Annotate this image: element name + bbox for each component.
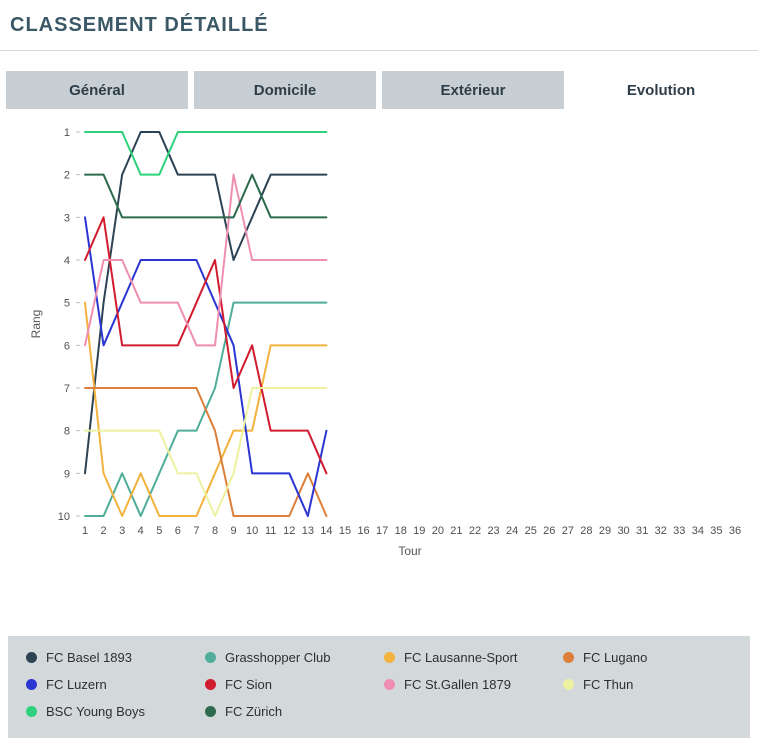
x-tick-label: 36 [729,525,741,537]
legend-color-dot [384,652,395,663]
tab-evolution[interactable]: Evolution [570,71,752,109]
legend-color-dot [26,679,37,690]
x-tick-label: 28 [580,525,592,537]
series-line-fc-lugano [84,387,328,517]
x-tick-label: 13 [302,525,314,537]
x-tick-label: 18 [395,525,407,537]
y-tick-label: 9 [64,468,70,480]
tab-exterieur[interactable]: Extérieur [382,71,564,109]
tab-domicile[interactable]: Domicile [194,71,376,109]
x-tick-label: 21 [450,525,462,537]
x-tick-label: 22 [469,525,481,537]
x-tick-label: 4 [138,525,144,537]
evolution-chart: 1 2 3 4 5 6 7 8 9 10 1 2 3 4 5 6 7 8 9 10 11 12 13 14 15 16 17 18 19… [0,117,758,562]
x-tick-label: 34 [692,525,704,537]
legend-color-dot [205,706,216,717]
y-tick-label: 7 [64,383,70,395]
x-tick-label: 26 [543,525,555,537]
x-tick-label: 5 [156,525,162,537]
legend-item-fc-lausanne-sport[interactable]: FC Lausanne-Sport [384,650,553,665]
y-tick-label: 2 [64,170,70,182]
legend-color-dot [26,706,37,717]
legend-label: FC Lugano [583,650,648,665]
x-tick-label: 7 [193,525,199,537]
x-tick-label: 16 [357,525,369,537]
y-tick-label: 8 [64,426,70,438]
y-tick-label: 6 [64,340,70,352]
legend-item-fc-thun[interactable]: FC Thun [563,677,732,692]
series-line-fc-basel-1893 [84,131,328,475]
series-line-fc-sion [84,216,328,475]
title-divider [0,50,758,51]
legend-label: FC Thun [583,677,634,692]
x-tick-label: 20 [432,525,444,537]
legend-label: FC St.Gallen 1879 [404,677,511,692]
x-tick-label: 19 [413,525,425,537]
legend-color-dot [384,679,395,690]
series-line-bsc-young-boys [84,131,328,176]
x-tick-label: 29 [599,525,611,537]
page: CLASSEMENT DÉTAILLÉ Général Domicile Ext… [0,14,758,738]
x-axis-title: Tour [398,544,421,557]
page-title: CLASSEMENT DÉTAILLÉ [10,14,269,36]
x-tick-label: 23 [487,525,499,537]
x-tick-label: 8 [212,525,218,537]
legend-label: BSC Young Boys [46,704,146,719]
series-line-fc-z-rich [84,173,328,219]
series-line-fc-st-gallen-1879 [84,173,328,347]
x-tick-label: 17 [376,525,388,537]
y-tick-label: 10 [58,511,70,523]
x-tick-label: 32 [655,525,667,537]
legend-label: FC Lausanne-Sport [404,650,518,665]
x-tick-label: 31 [636,525,648,537]
y-tick-label: 3 [64,212,70,224]
x-tick-label: 11 [265,525,276,537]
x-tick-label: 9 [231,525,237,537]
x-tick-label: 1 [82,525,88,537]
legend-item-grasshopper-club[interactable]: Grasshopper Club [205,650,374,665]
x-tick-label: 10 [246,525,258,537]
legend-color-dot [563,679,574,690]
x-tick-label: 27 [562,525,574,537]
legend-label: Grasshopper Club [225,650,331,665]
legend-item-fc-lugano[interactable]: FC Lugano [563,650,732,665]
x-tick-label: 3 [119,525,125,537]
x-tick-label: 24 [506,525,518,537]
legend-item-fc-sion[interactable]: FC Sion [205,677,374,692]
x-tick-label: 2 [101,525,107,537]
tab-bar: Général Domicile Extérieur Evolution [6,71,752,109]
x-tick-label: 30 [617,525,629,537]
legend-item-fc-luzern[interactable]: FC Luzern [26,677,195,692]
legend-item-fc-st-gallen-1879[interactable]: FC St.Gallen 1879 [384,677,553,692]
x-tick-label: 14 [320,525,332,537]
x-tick-label: 33 [673,525,685,537]
x-tick-label: 6 [175,525,181,537]
tab-general[interactable]: Général [6,71,188,109]
legend-item-fc-z-rich[interactable]: FC Zürich [205,704,374,719]
y-tick-label: 1 [64,127,70,139]
x-tick-label: 12 [283,525,295,537]
series-line-fc-thun [84,387,328,517]
legend-label: FC Luzern [46,677,107,692]
legend-item-fc-basel-1893[interactable]: FC Basel 1893 [26,650,195,665]
legend-label: FC Zürich [225,704,283,719]
legend-label: FC Sion [225,677,272,692]
legend-label: FC Basel 1893 [46,650,132,665]
x-tick-label: 35 [710,525,722,537]
y-axis-title: Rang [29,310,43,339]
x-tick-label: 15 [339,525,351,537]
series-line-fc-luzern [84,216,328,517]
legend-item-bsc-young-boys[interactable]: BSC Young Boys [26,704,195,719]
legend-color-dot [205,679,216,690]
legend-color-dot [26,652,37,663]
legend-color-dot [563,652,574,663]
y-tick-label: 4 [64,255,70,267]
y-tick-label: 5 [64,298,70,310]
x-tick-label: 25 [525,525,537,537]
chart-legend: FC Basel 1893 Grasshopper Club FC Lausanne… [8,636,750,738]
legend-color-dot [205,652,216,663]
